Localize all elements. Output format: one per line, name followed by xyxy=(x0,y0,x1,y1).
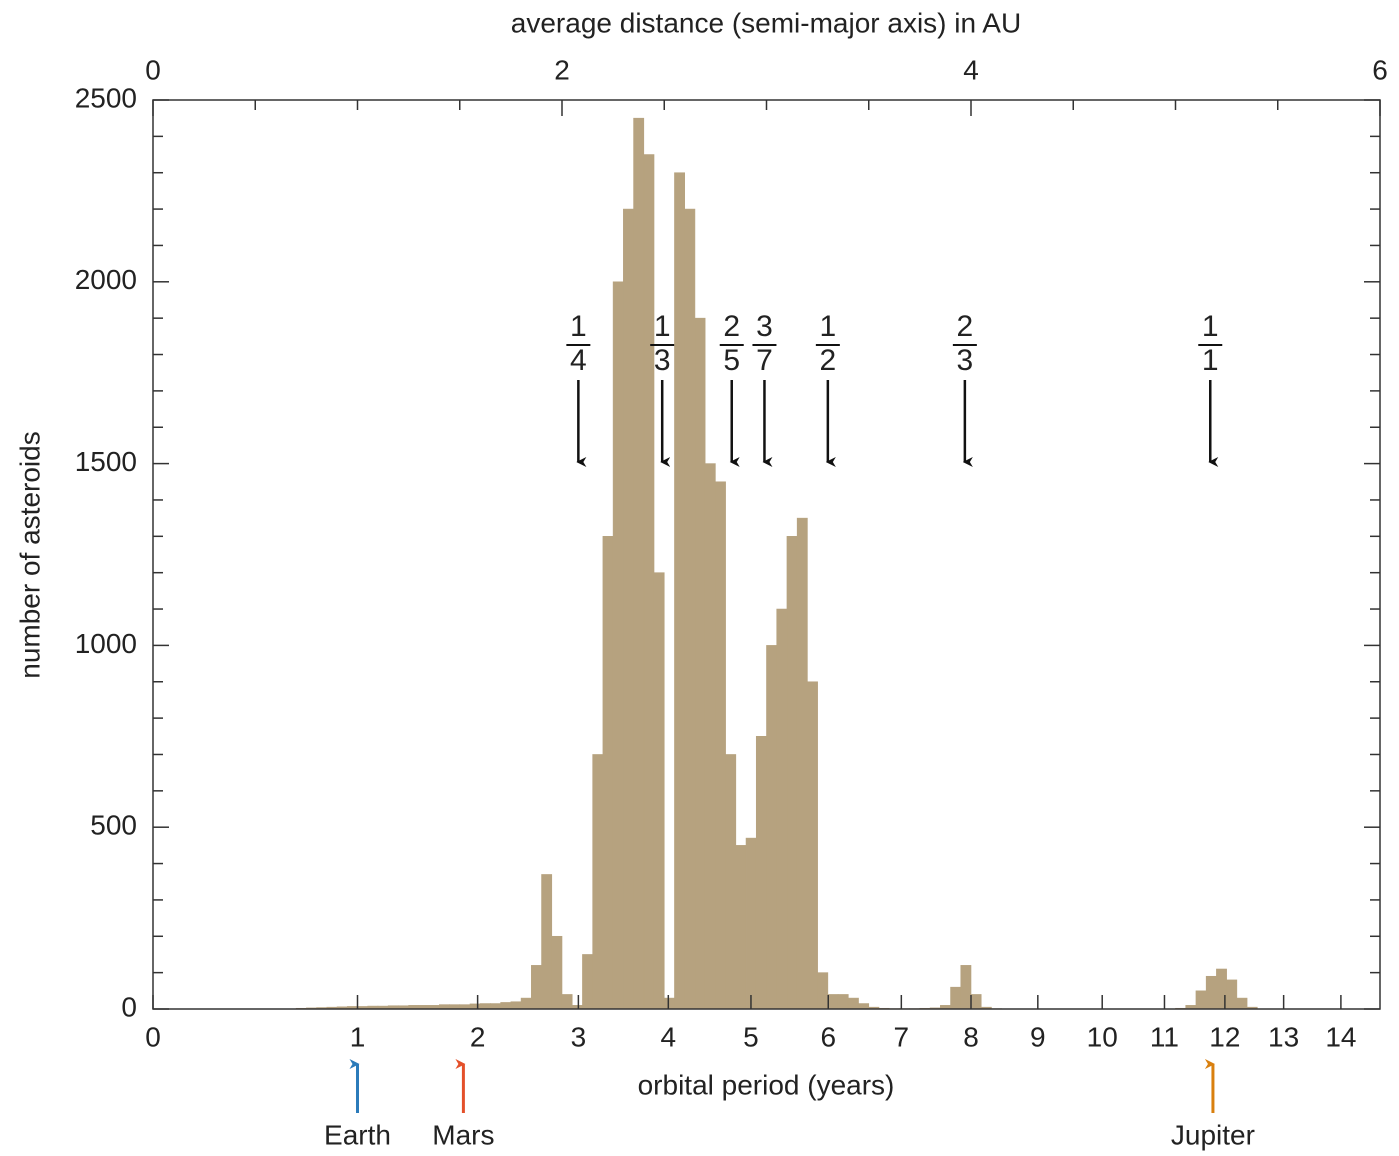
bar xyxy=(663,997,675,1010)
period-tick-label: 1 xyxy=(350,1021,366,1052)
bar xyxy=(643,154,655,1010)
x-tick-label: 6 xyxy=(1372,54,1388,85)
bar xyxy=(858,1003,870,1010)
x-tick-label: 2 xyxy=(554,54,570,85)
bar xyxy=(1195,990,1207,1010)
bar xyxy=(531,965,542,1010)
bar xyxy=(766,645,778,1010)
bar xyxy=(684,208,696,1010)
bar xyxy=(817,972,829,1010)
period-tick-label: 10 xyxy=(1087,1021,1118,1052)
bar xyxy=(623,208,634,1010)
resonance-denominator: 1 xyxy=(1202,344,1219,377)
period-tick-label: 12 xyxy=(1209,1021,1240,1052)
resonance-denominator: 5 xyxy=(723,344,740,377)
bar xyxy=(807,681,818,1010)
bar xyxy=(1226,979,1238,1010)
x-axis-title: average distance (semi-major axis) in AU xyxy=(511,7,1021,38)
x-tick-label: 0 xyxy=(145,54,161,85)
resonance: 12 xyxy=(815,310,840,467)
bar xyxy=(725,754,737,1010)
bar xyxy=(520,997,532,1010)
bar xyxy=(847,997,859,1010)
resonance-numerator: 2 xyxy=(723,310,740,343)
resonance: 25 xyxy=(719,310,744,467)
resonance-numerator: 1 xyxy=(570,310,587,343)
bar xyxy=(612,281,624,1010)
bar xyxy=(704,463,716,1010)
period-tick-label: 5 xyxy=(743,1021,759,1052)
resonance: 13 xyxy=(650,310,675,467)
bar xyxy=(837,994,849,1010)
y-tick-label: 500 xyxy=(90,810,137,841)
y-tick-label: 1000 xyxy=(75,628,137,659)
y-tick-label: 2500 xyxy=(75,82,137,113)
bar xyxy=(786,536,798,1010)
y-tick-label: 1500 xyxy=(75,446,137,477)
resonance: 37 xyxy=(752,310,777,467)
y-tick-label: 0 xyxy=(121,991,137,1022)
resonance: 23 xyxy=(952,310,977,467)
bar xyxy=(745,837,757,1010)
period-tick-label: 14 xyxy=(1325,1021,1356,1052)
resonance-denominator: 4 xyxy=(570,344,587,377)
bar xyxy=(602,536,614,1010)
bar xyxy=(755,735,767,1010)
bar xyxy=(479,1003,491,1010)
bar xyxy=(582,954,593,1010)
bar xyxy=(970,994,982,1010)
resonance: 14 xyxy=(566,310,591,467)
bar xyxy=(674,172,685,1010)
period-tick-label: 4 xyxy=(661,1021,677,1052)
resonance-numerator: 2 xyxy=(957,310,974,343)
bar xyxy=(469,1003,481,1010)
x-tick-label: 4 xyxy=(963,54,979,85)
bar xyxy=(510,1001,522,1010)
period-tick-label: 13 xyxy=(1268,1021,1299,1052)
bar xyxy=(715,481,726,1010)
bar xyxy=(551,935,563,1010)
bar xyxy=(694,317,706,1010)
bar xyxy=(633,117,645,1010)
bar xyxy=(490,1003,501,1010)
resonance-numerator: 1 xyxy=(654,310,671,343)
resonance-denominator: 3 xyxy=(957,344,974,377)
bar xyxy=(561,994,573,1010)
period-tick-label: 7 xyxy=(894,1021,910,1052)
period-tick-label: 0 xyxy=(145,1021,161,1052)
resonance-denominator: 3 xyxy=(654,344,671,377)
period-tick-label: 3 xyxy=(571,1021,587,1052)
planet-label: Earth xyxy=(324,1119,391,1150)
bar xyxy=(735,845,747,1010)
period-tick-label: 2 xyxy=(470,1021,486,1052)
resonance-denominator: 2 xyxy=(820,344,837,377)
bar xyxy=(1205,975,1217,1010)
y-axis-title: number of asteroids xyxy=(14,431,45,678)
bar xyxy=(960,965,972,1010)
period-tick-label: 6 xyxy=(820,1021,836,1052)
resonance-numerator: 1 xyxy=(1202,310,1219,343)
period-tick-label: 11 xyxy=(1150,1021,1179,1052)
period-tick-label: 9 xyxy=(1030,1021,1046,1052)
resonance: 11 xyxy=(1198,310,1223,467)
bar xyxy=(500,1002,512,1010)
bar xyxy=(776,608,788,1010)
bar xyxy=(653,572,665,1010)
bar xyxy=(1236,997,1248,1010)
bar xyxy=(541,874,553,1010)
resonance-numerator: 3 xyxy=(756,310,773,343)
y-tick-label: 2000 xyxy=(75,264,137,295)
resonance-denominator: 7 xyxy=(756,344,773,377)
period-tick-label: 8 xyxy=(963,1021,979,1052)
planet-label: Mars xyxy=(432,1119,494,1150)
planet-label: Jupiter xyxy=(1171,1119,1255,1150)
period-axis-title: orbital period (years) xyxy=(638,1069,895,1100)
bar xyxy=(592,754,604,1010)
bar xyxy=(950,986,962,1010)
resonance-numerator: 1 xyxy=(820,310,837,343)
bar xyxy=(827,994,839,1010)
bar xyxy=(796,517,808,1010)
